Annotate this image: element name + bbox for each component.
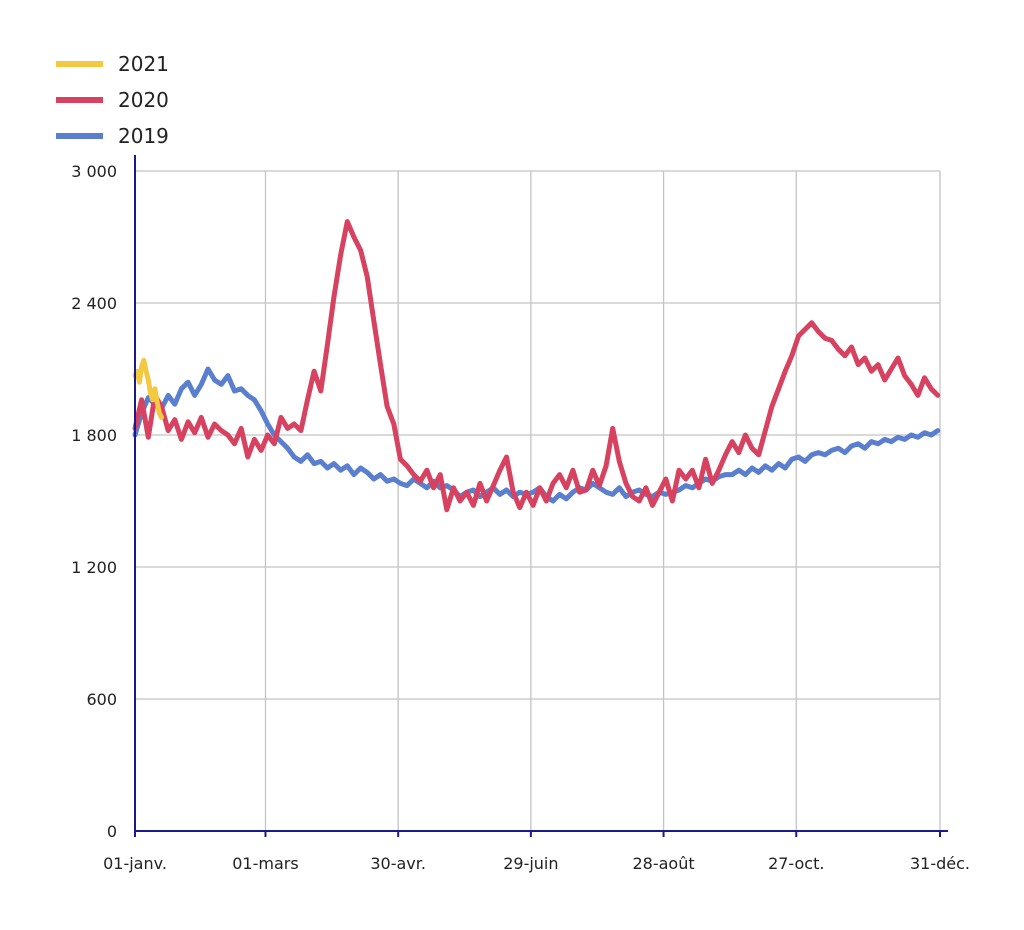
y-tick-label: 600 xyxy=(86,690,117,709)
legend-label-2019: 2019 xyxy=(118,124,169,148)
y-tick-label: 1 200 xyxy=(71,558,117,577)
x-tick-label: 01-janv. xyxy=(103,854,167,873)
x-tick-label: 28-août xyxy=(632,854,694,873)
x-tick-label: 31-déc. xyxy=(910,854,970,873)
grid xyxy=(134,170,941,837)
y-tick-label: 0 xyxy=(107,822,117,841)
y-tick-label: 2 400 xyxy=(71,294,117,313)
series-line-2020 xyxy=(132,219,941,513)
legend-label-2020: 2020 xyxy=(118,88,169,112)
x-tick-label: 01-mars xyxy=(232,854,298,873)
x-tick-label: 30-avr. xyxy=(370,854,426,873)
series-layer xyxy=(132,219,941,513)
series-line-2021 xyxy=(132,357,164,420)
legend-label-2021: 2021 xyxy=(118,52,169,76)
x-tick-label: 29-juin xyxy=(503,854,558,873)
x-tick-label: 27-oct. xyxy=(768,854,824,873)
y-tick-label: 3 000 xyxy=(71,162,117,181)
y-tick-label: 1 800 xyxy=(71,426,117,445)
tick-labels: 0 600 1 200 1 800 2 400 3 000 01-janv. 01-mars 3… xyxy=(71,162,970,873)
legend: 2021 2020 2019 xyxy=(56,52,169,148)
axes xyxy=(134,155,948,832)
